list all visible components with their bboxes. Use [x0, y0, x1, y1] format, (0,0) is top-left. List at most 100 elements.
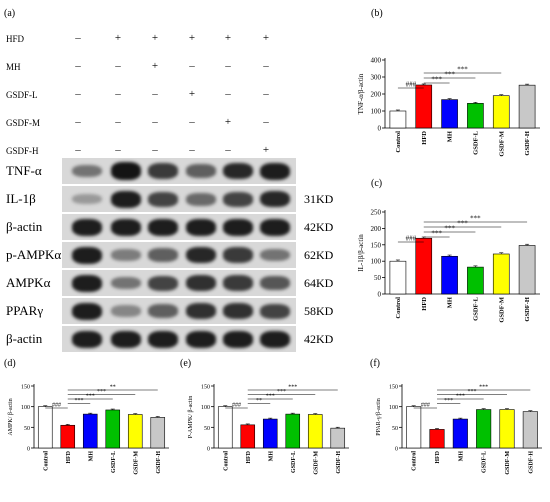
y-tick-label: 100 — [371, 108, 382, 116]
category-label: MH — [447, 297, 454, 308]
significance-label: *** — [479, 385, 488, 391]
bar — [217, 406, 233, 449]
bar — [499, 409, 515, 449]
blot-band — [148, 275, 178, 291]
category-label: GSDF-M — [498, 297, 505, 323]
molecular-weight-label: 31KD — [304, 192, 334, 206]
category-label: GSDF-L — [472, 130, 479, 155]
blot-band — [111, 190, 141, 208]
significance-label: *** — [444, 71, 455, 79]
ampk-chart: 0 50 100 150 AMPK/ β-actin Control HFD MH GSDF-L… — [8, 384, 169, 475]
significance-label: ### — [232, 403, 241, 409]
bar — [285, 413, 301, 449]
bar — [492, 95, 510, 129]
significance-label: *** — [277, 389, 286, 395]
y-tick-label: 50 — [24, 426, 30, 432]
y-tick-label: 50 — [374, 274, 382, 282]
category-label: Control — [223, 451, 229, 471]
significance-label: *** — [266, 394, 275, 400]
panel-e-letter: (e) — [180, 358, 192, 369]
y-tick-label: 100 — [21, 405, 30, 411]
bar — [518, 245, 536, 295]
bar — [522, 411, 538, 449]
blot-band — [111, 276, 141, 290]
molecular-weight-label: 64KD — [304, 276, 334, 290]
blot-protein-label: p-AMPKα — [6, 247, 62, 262]
treatment-sign: + — [224, 32, 232, 44]
treatment-sign: – — [225, 60, 231, 72]
category-label: GSDF-M — [313, 451, 319, 475]
bar — [127, 414, 143, 449]
significance-label: *** — [86, 394, 95, 400]
blot-band — [260, 276, 290, 290]
panel-b-letter: (b) — [371, 8, 383, 19]
blot-band — [223, 191, 253, 207]
treatment-sign: + — [114, 32, 122, 44]
blot-band — [111, 305, 141, 317]
bar — [37, 406, 53, 449]
blot-protein-label: β-actin — [6, 331, 43, 346]
p-ampk-chart: 0 50 100 150 P-AMPK/ β-actin Control HFD MH GSDF… — [188, 384, 349, 475]
blot-band — [186, 303, 216, 319]
blot-band — [186, 192, 216, 206]
blot-band — [186, 246, 216, 264]
treatment-sign: – — [75, 116, 81, 128]
blot-band — [72, 302, 102, 320]
category-label: Control — [395, 297, 402, 319]
treatment-sign: – — [75, 60, 81, 72]
category-label: GSDF-L — [472, 296, 479, 321]
bar — [307, 414, 323, 449]
significance-label: *** — [457, 220, 468, 228]
blot-strip — [62, 186, 296, 212]
bar — [518, 84, 536, 129]
treatment-sign: – — [263, 116, 269, 128]
y-tick-label: 50 — [392, 426, 398, 432]
treatment-label: GSDF-M — [6, 118, 41, 128]
bar — [415, 237, 433, 295]
y-axis-label: AMPK/ β-actin — [8, 398, 14, 435]
blot-band — [72, 164, 102, 178]
y-tick-label: 150 — [389, 385, 398, 391]
treatment-label: MH — [6, 62, 21, 72]
category-label: MH — [88, 451, 94, 462]
significance-label: *** — [431, 230, 442, 238]
blot-band — [260, 303, 290, 319]
treatment-sign: + — [262, 144, 270, 156]
y-tick-label: 150 — [201, 385, 210, 391]
category-label: GSDF-H — [336, 451, 342, 474]
y-axis-label: PPAR-γ/β-actin — [376, 398, 382, 436]
y-tick-label: 200 — [371, 225, 382, 233]
bar — [150, 417, 166, 449]
y-axis-label: TNF-α/β-actin — [357, 73, 365, 114]
blot-band — [223, 162, 253, 180]
significance-label: ### — [406, 235, 417, 243]
blot-band — [223, 330, 253, 348]
tnf-alpha-chart: 0 100 200 300 400 TNF-α/β-actin Control HFD MH GS… — [357, 57, 540, 157]
significance-label: *** — [97, 389, 106, 395]
treatment-sign: – — [263, 60, 269, 72]
blot-strip — [62, 270, 296, 296]
il-1beta-chart: 0 50 100 150 200 250 IL-1β/β-actin Control HFD MH… — [357, 209, 540, 323]
y-tick-label: 150 — [21, 385, 30, 391]
blot-band — [72, 218, 102, 236]
blot-band — [148, 304, 178, 318]
bar — [467, 103, 484, 129]
blot-band — [186, 275, 216, 291]
blot-band — [260, 330, 290, 348]
treatment-label: GSDF-L — [6, 90, 38, 100]
blot-band — [72, 193, 102, 205]
treatment-sign: + — [188, 32, 196, 44]
treatment-sign: – — [115, 116, 121, 128]
panel-c-letter: (c) — [371, 178, 383, 189]
category-label: HFD — [435, 450, 441, 463]
treatment-label: HFD — [6, 34, 25, 44]
blot-band — [223, 275, 253, 291]
significance-label: *** — [444, 398, 453, 404]
blot-band — [148, 163, 178, 179]
treatment-sign: – — [152, 116, 158, 128]
bar — [406, 406, 422, 449]
molecular-weight-label: 62KD — [304, 248, 334, 262]
significance-label: ### — [421, 403, 430, 409]
treatment-sign: – — [75, 32, 81, 44]
category-label: Control — [412, 451, 418, 471]
